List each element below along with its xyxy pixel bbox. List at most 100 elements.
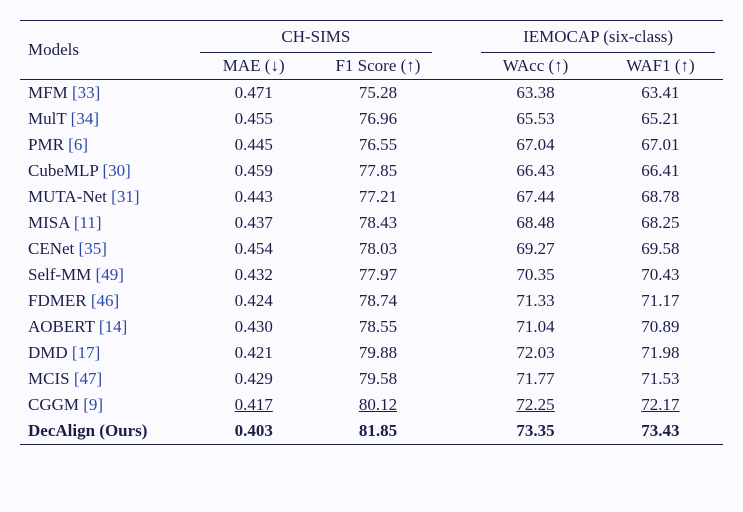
gap-cell xyxy=(440,288,473,314)
mae-cell: 0.421 xyxy=(192,340,316,366)
gap-cell xyxy=(440,262,473,288)
citation-ref: [11] xyxy=(74,213,102,232)
model-name-cell: CubeMLP [30] xyxy=(20,158,192,184)
table-row: MUTA-Net [31]0.44377.2167.4468.78 xyxy=(20,184,723,210)
f1-cell: 77.21 xyxy=(316,184,440,210)
table-row: AOBERT [14]0.43078.55 71.0470.89 xyxy=(20,314,723,340)
waf1-cell: 70.89 xyxy=(598,314,723,340)
model-name-cell: PMR [6] xyxy=(20,132,192,158)
waf1-cell: 70.43 xyxy=(598,262,723,288)
model-name-cell: CGGM [9] xyxy=(20,392,192,418)
mae-cell: 0.459 xyxy=(192,158,316,184)
citation-ref: [17] xyxy=(72,343,100,362)
waf1-cell: 65.21 xyxy=(598,106,723,132)
table-row: MISA [11]0.43778.4368.4868.25 xyxy=(20,210,723,236)
wacc-cell: 63.38 xyxy=(473,80,598,107)
gap-cell xyxy=(440,314,473,340)
wacc-header: WAcc (↑) xyxy=(473,53,598,80)
gap-cell xyxy=(440,158,473,184)
wacc-cell: 72.03 xyxy=(473,340,598,366)
mae-cell: 0.445 xyxy=(192,132,316,158)
mae-cell: 0.403 xyxy=(192,418,316,445)
wacc-cell: 67.44 xyxy=(473,184,598,210)
waf1-header: WAF1 (↑) xyxy=(598,53,723,80)
citation-ref: [46] xyxy=(91,291,119,310)
model-name-cell: MFM [33] xyxy=(20,80,192,107)
f1-cell: 78.74 xyxy=(316,288,440,314)
dataset2-header: IEMOCAP (six-class) xyxy=(473,21,723,54)
citation-ref: [47] xyxy=(74,369,102,388)
table-row: MulT [34]0.45576.9665.5365.21 xyxy=(20,106,723,132)
f1-header: F1 Score (↑) xyxy=(316,53,440,80)
table-row: CubeMLP [30]0.45977.85 66.4366.41 xyxy=(20,158,723,184)
mae-cell: 0.430 xyxy=(192,314,316,340)
model-name-cell: MISA [11] xyxy=(20,210,192,236)
citation-ref: [6] xyxy=(68,135,88,154)
table-row: DecAlign (Ours)0.40381.8573.3573.43 xyxy=(20,418,723,445)
mae-cell: 0.471 xyxy=(192,80,316,107)
citation-ref: [9] xyxy=(83,395,103,414)
mae-cell: 0.437 xyxy=(192,210,316,236)
model-name-cell: MUTA-Net [31] xyxy=(20,184,192,210)
wacc-cell: 70.35 xyxy=(473,262,598,288)
f1-cell: 80.12 xyxy=(316,392,440,418)
wacc-cell: 72.25 xyxy=(473,392,598,418)
wacc-cell: 67.04 xyxy=(473,132,598,158)
f1-cell: 78.55 xyxy=(316,314,440,340)
table-body: MFM [33]0.47175.2863.3863.41MulT [34]0.4… xyxy=(20,80,723,445)
wacc-cell: 66.43 xyxy=(473,158,598,184)
waf1-cell: 63.41 xyxy=(598,80,723,107)
gap-cell xyxy=(440,392,473,418)
mae-cell: 0.432 xyxy=(192,262,316,288)
wacc-cell: 65.53 xyxy=(473,106,598,132)
f1-cell: 76.55 xyxy=(316,132,440,158)
wacc-cell: 73.35 xyxy=(473,418,598,445)
table-row: FDMER [46]0.42478.7471.3371.17 xyxy=(20,288,723,314)
model-name-cell: DMD [17] xyxy=(20,340,192,366)
waf1-cell: 69.58 xyxy=(598,236,723,262)
wacc-cell: 71.04 xyxy=(473,314,598,340)
f1-cell: 79.88 xyxy=(316,340,440,366)
table-row: PMR [6]0.44576.55 67.0467.01 xyxy=(20,132,723,158)
model-name-cell: Self-MM [49] xyxy=(20,262,192,288)
table-row: CENet [35]0.45478.0369.2769.58 xyxy=(20,236,723,262)
gap-cell xyxy=(440,340,473,366)
results-table-container: Models CH-SIMS IEMOCAP (six-class) MAE (… xyxy=(20,20,723,445)
waf1-cell: 67.01 xyxy=(598,132,723,158)
table-row: CGGM [9]0.41780.12 72.2572.17 xyxy=(20,392,723,418)
f1-cell: 81.85 xyxy=(316,418,440,445)
f1-cell: 77.85 xyxy=(316,158,440,184)
citation-ref: [33] xyxy=(72,83,100,102)
waf1-cell: 73.43 xyxy=(598,418,723,445)
table-row: DMD [17]0.42179.88 72.0371.98 xyxy=(20,340,723,366)
citation-ref: [14] xyxy=(99,317,127,336)
f1-cell: 76.96 xyxy=(316,106,440,132)
f1-cell: 75.28 xyxy=(316,80,440,107)
results-table: Models CH-SIMS IEMOCAP (six-class) MAE (… xyxy=(20,20,723,445)
waf1-cell: 71.53 xyxy=(598,366,723,392)
mae-cell: 0.417 xyxy=(192,392,316,418)
f1-cell: 78.43 xyxy=(316,210,440,236)
waf1-cell: 72.17 xyxy=(598,392,723,418)
waf1-cell: 68.25 xyxy=(598,210,723,236)
mae-cell: 0.429 xyxy=(192,366,316,392)
header-row-1: Models CH-SIMS IEMOCAP (six-class) xyxy=(20,21,723,54)
waf1-cell: 66.41 xyxy=(598,158,723,184)
gap-cell xyxy=(440,132,473,158)
waf1-cell: 71.17 xyxy=(598,288,723,314)
gap-column xyxy=(440,21,473,80)
mae-cell: 0.454 xyxy=(192,236,316,262)
model-name-cell: FDMER [46] xyxy=(20,288,192,314)
citation-ref: [30] xyxy=(102,161,130,180)
model-name-cell: AOBERT [14] xyxy=(20,314,192,340)
model-name-cell: CENet [35] xyxy=(20,236,192,262)
table-row: MCIS [47]0.42979.5871.7771.53 xyxy=(20,366,723,392)
mae-cell: 0.455 xyxy=(192,106,316,132)
citation-ref: [31] xyxy=(111,187,139,206)
waf1-cell: 71.98 xyxy=(598,340,723,366)
models-header: Models xyxy=(20,21,192,80)
wacc-cell: 71.33 xyxy=(473,288,598,314)
citation-ref: [35] xyxy=(79,239,107,258)
gap-cell xyxy=(440,366,473,392)
f1-cell: 79.58 xyxy=(316,366,440,392)
